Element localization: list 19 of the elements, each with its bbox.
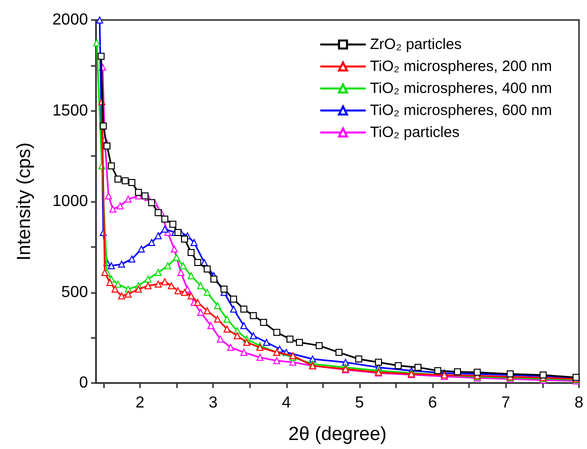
x-tick-label: 4	[282, 394, 291, 412]
x-tick-label: 6	[428, 394, 438, 412]
x-tick-label: 8	[574, 394, 584, 412]
y-tick-label: 500	[61, 284, 88, 301]
legend-label: TiO₂ microspheres, 400 nm	[370, 80, 552, 97]
y-axis-title: Intensity (cps)	[14, 142, 35, 261]
legend-label: ZrO₂ particles	[370, 36, 462, 53]
x-tick-label: 7	[501, 394, 510, 412]
y-tick-label: 1500	[52, 102, 88, 120]
legend-label: TiO₂ particles	[370, 124, 460, 141]
y-tick-label: 1000	[52, 193, 88, 210]
legend-label: TiO₂ microspheres, 200 nm	[370, 58, 552, 75]
y-tick-label: 2000	[52, 12, 88, 28]
legend-label: TiO₂ microspheres, 600 nm	[370, 102, 552, 119]
x-tick-label: 2	[135, 394, 144, 412]
x-axis-title: 2θ (degree)	[288, 424, 387, 445]
x-tick-label: 5	[355, 394, 364, 412]
x-tick-label: 3	[208, 394, 218, 412]
y-tick-label: 0	[79, 374, 88, 392]
